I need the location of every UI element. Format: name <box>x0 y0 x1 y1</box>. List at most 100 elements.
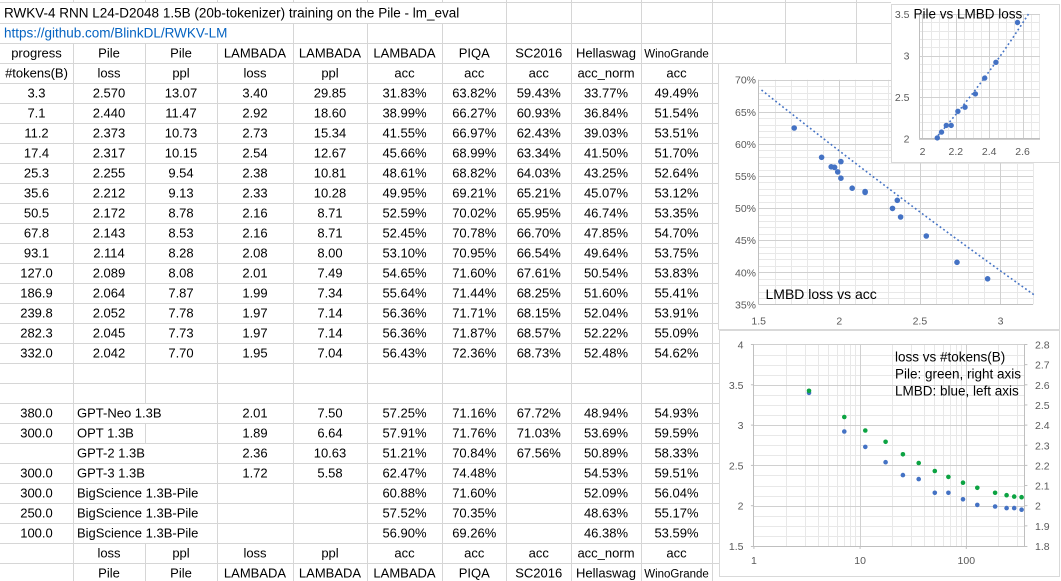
svg-text:60%: 60% <box>735 139 756 151</box>
svg-text:LMBD loss vs acc: LMBD loss vs acc <box>766 286 877 302</box>
svg-text:56.36%: 56.36% <box>382 306 427 321</box>
svg-text:acc_norm: acc_norm <box>577 546 634 561</box>
svg-text:1.89: 1.89 <box>242 426 267 441</box>
svg-text:2.16: 2.16 <box>242 206 267 221</box>
svg-text:4: 4 <box>738 340 744 352</box>
svg-text:2.212: 2.212 <box>93 186 126 201</box>
svg-text:5.58: 5.58 <box>317 466 342 481</box>
svg-text:LAMBADA: LAMBADA <box>373 46 435 61</box>
svg-text:53.59%: 53.59% <box>654 526 699 541</box>
svg-text:59.59%: 59.59% <box>654 426 699 441</box>
svg-text:57.52%: 57.52% <box>382 506 427 521</box>
svg-text:45.07%: 45.07% <box>584 186 629 201</box>
svg-text:2.440: 2.440 <box>93 106 126 121</box>
svg-text:100.0: 100.0 <box>20 526 53 541</box>
svg-text:7.49: 7.49 <box>317 266 342 281</box>
svg-text:3: 3 <box>998 316 1004 328</box>
svg-text:36.84%: 36.84% <box>584 106 629 121</box>
svg-text:67.61%: 67.61% <box>517 266 562 281</box>
svg-text:SC2016: SC2016 <box>515 46 562 61</box>
svg-text:2.08: 2.08 <box>242 246 267 261</box>
svg-text:2.172: 2.172 <box>93 206 126 221</box>
svg-text:250.0: 250.0 <box>20 506 53 521</box>
svg-text:50.5: 50.5 <box>24 206 49 221</box>
svg-text:2.16: 2.16 <box>242 226 267 241</box>
svg-text:SC2016: SC2016 <box>515 566 562 581</box>
svg-text:52.64%: 52.64% <box>654 166 699 181</box>
svg-text:BigScience 1.3B-Pile: BigScience 1.3B-Pile <box>77 506 198 521</box>
svg-text:2.089: 2.089 <box>93 266 126 281</box>
svg-text:2.5: 2.5 <box>895 92 910 104</box>
svg-text:2.143: 2.143 <box>93 226 126 241</box>
svg-text:70%: 70% <box>735 75 756 87</box>
svg-text:300.0: 300.0 <box>20 486 53 501</box>
svg-text:68.99%: 68.99% <box>452 146 497 161</box>
svg-text:68.73%: 68.73% <box>517 346 562 361</box>
svg-text:ppl: ppl <box>321 546 338 561</box>
svg-text:acc: acc <box>394 546 415 561</box>
svg-text:54.70%: 54.70% <box>654 226 699 241</box>
svg-text:acc: acc <box>666 546 687 561</box>
svg-text:2.052: 2.052 <box>93 306 126 321</box>
svg-text:50.89%: 50.89% <box>584 446 629 461</box>
svg-text:Pile: Pile <box>98 566 120 581</box>
svg-text:2.38: 2.38 <box>242 166 267 181</box>
svg-text:2.2: 2.2 <box>949 146 964 158</box>
svg-text:acc_norm: acc_norm <box>577 66 634 81</box>
svg-text:7.14: 7.14 <box>317 306 342 321</box>
svg-text:3.5: 3.5 <box>895 9 910 21</box>
svg-text:52.09%: 52.09% <box>584 486 629 501</box>
svg-text:LMBD: blue, left axis: LMBD: blue, left axis <box>895 384 1019 399</box>
svg-text:9.54: 9.54 <box>168 166 193 181</box>
svg-text:52.59%: 52.59% <box>382 206 427 221</box>
svg-text:127.0: 127.0 <box>20 266 53 281</box>
svg-text:71.60%: 71.60% <box>452 486 497 501</box>
svg-text:52.22%: 52.22% <box>584 326 629 341</box>
svg-text:67.56%: 67.56% <box>517 446 562 461</box>
svg-text:2.5: 2.5 <box>1035 400 1050 412</box>
svg-text:2.5: 2.5 <box>729 460 744 472</box>
svg-text:1.95: 1.95 <box>242 346 267 361</box>
svg-text:10.73: 10.73 <box>165 126 198 141</box>
svg-text:332.0: 332.0 <box>20 346 53 361</box>
svg-text:63.82%: 63.82% <box>452 86 497 101</box>
svg-text:2.2: 2.2 <box>1035 460 1050 472</box>
svg-text:54.62%: 54.62% <box>654 346 699 361</box>
svg-text:7.87: 7.87 <box>168 286 193 301</box>
svg-text:2.33: 2.33 <box>242 186 267 201</box>
svg-text:13.07: 13.07 <box>165 86 198 101</box>
svg-text:49.95%: 49.95% <box>382 186 427 201</box>
svg-text:52.45%: 52.45% <box>382 226 427 241</box>
svg-text:59.43%: 59.43% <box>517 86 562 101</box>
svg-text:LAMBADA: LAMBADA <box>373 566 435 581</box>
svg-text:60.93%: 60.93% <box>517 106 562 121</box>
svg-text:acc: acc <box>464 546 485 561</box>
svg-text:PIQA: PIQA <box>459 566 490 581</box>
svg-text:65.21%: 65.21% <box>517 186 562 201</box>
svg-text:2.114: 2.114 <box>93 246 125 261</box>
svg-text:17.4: 17.4 <box>24 146 49 161</box>
svg-text:41.55%: 41.55% <box>382 126 427 141</box>
svg-text:56.04%: 56.04% <box>654 486 699 501</box>
svg-text:RWKV-4 RNN L24-D2048 1.5B (20b: RWKV-4 RNN L24-D2048 1.5B (20b-tokenizer… <box>4 6 459 21</box>
svg-text:51.60%: 51.60% <box>584 286 629 301</box>
svg-text:1.97: 1.97 <box>242 306 267 321</box>
svg-text:8.00: 8.00 <box>317 246 342 261</box>
svg-text:29.85: 29.85 <box>314 86 347 101</box>
svg-text:2.4: 2.4 <box>1035 420 1050 432</box>
svg-text:53.35%: 53.35% <box>654 206 699 221</box>
svg-text:33.77%: 33.77% <box>584 86 629 101</box>
svg-text:2.6: 2.6 <box>1015 146 1030 158</box>
svg-text:2: 2 <box>904 134 910 146</box>
svg-text:65%: 65% <box>735 107 756 119</box>
svg-text:8.28: 8.28 <box>168 246 193 261</box>
svg-text:15.34: 15.34 <box>314 126 347 141</box>
svg-text:2.255: 2.255 <box>93 166 126 181</box>
svg-text:71.60%: 71.60% <box>452 266 497 281</box>
svg-text:1.99: 1.99 <box>242 286 267 301</box>
svg-text:8.78: 8.78 <box>168 206 193 221</box>
svg-text:Pile: Pile <box>98 46 120 61</box>
svg-text:55.17%: 55.17% <box>654 506 699 521</box>
svg-text:49.49%: 49.49% <box>654 86 699 101</box>
svg-text:Pile: Pile <box>170 46 192 61</box>
